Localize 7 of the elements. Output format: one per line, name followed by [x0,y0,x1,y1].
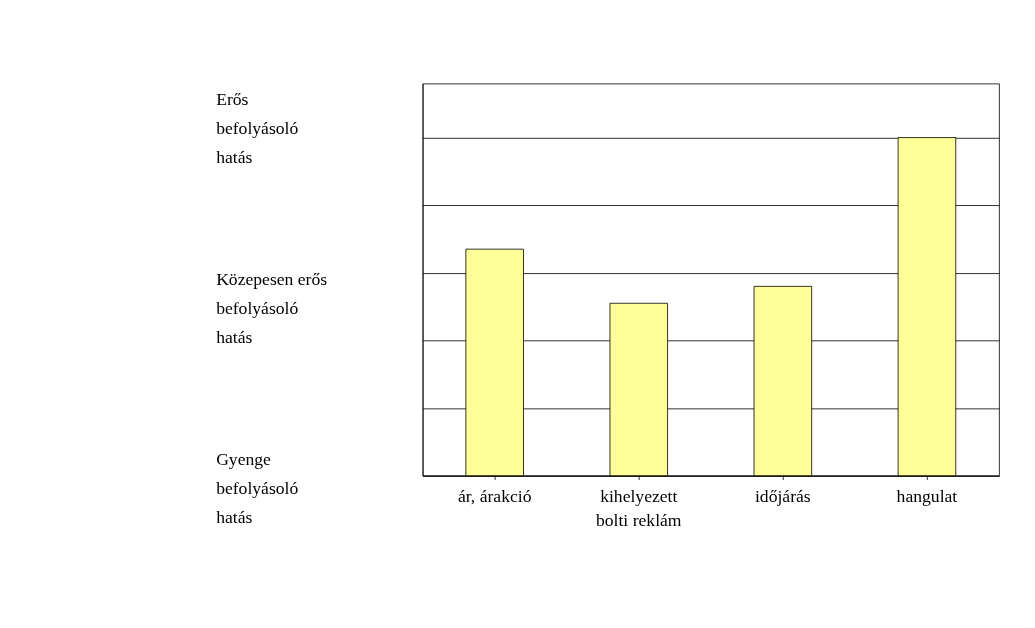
x-tick-label: hangulat [896,485,958,506]
x-tick-label: ár, árakció [457,485,532,506]
text: Gyenge befolyásoló hatás [216,449,299,527]
text: Közepesen erős befolyásoló hatás [216,269,328,347]
x-tick-label: kihelyezett bolti reklám [595,485,682,530]
text: Erős befolyásoló hatás [216,89,299,167]
x-tick-label: időjárás [754,485,811,506]
